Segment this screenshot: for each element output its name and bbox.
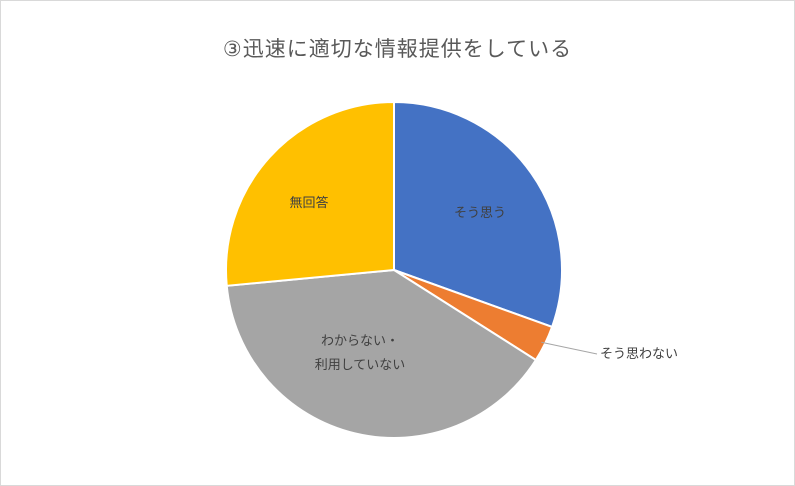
pie-slice-2 — [225, 268, 538, 439]
leader-line-1 — [541, 341, 598, 355]
slice-label-3: 無回答 — [289, 195, 328, 211]
pie-slice-3 — [225, 100, 395, 287]
pie-slice-0 — [393, 100, 563, 329]
slice-label-1: そう思わない — [600, 347, 678, 362]
slice-label-2-line-0: わからない・ — [321, 334, 399, 349]
slice-label-0: そう思う — [454, 206, 506, 221]
chart-title: ③迅速に適切な情報提供をしている — [222, 37, 573, 61]
slice-label-2-line-1: 利用していない — [315, 358, 406, 373]
